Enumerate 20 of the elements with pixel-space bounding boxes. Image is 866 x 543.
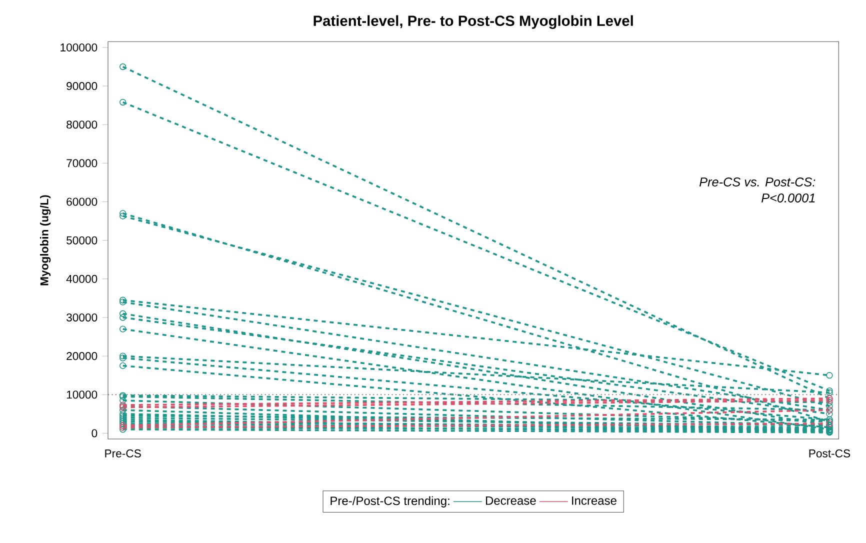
y-axis-title: Myoglobin (ug/L)	[40, 195, 51, 286]
x-tick-label: Pre-CS	[105, 449, 141, 458]
y-tick-label: 80000	[66, 120, 98, 129]
legend-label: Increase	[572, 496, 616, 505]
y-tick-label: 70000	[66, 159, 98, 168]
chart-title: Patient-level, Pre- to Post-CS Myoglobin Level	[314, 15, 633, 29]
y-tick-label: 100000	[60, 43, 98, 52]
legend-title: Pre-/Post-CS trending:	[330, 496, 450, 508]
y-tick-label: 30000	[66, 313, 98, 322]
legend-label: Decrease	[486, 496, 536, 505]
y-tick-label: 0	[92, 429, 98, 438]
y-tick-label: 20000	[66, 352, 98, 360]
x-tick-label: Post-CS	[809, 449, 850, 458]
y-tick-label: 90000	[66, 82, 98, 90]
annotation: Pre-CS vs. Post-CS:	[700, 177, 816, 186]
y-tick-label: 50000	[66, 236, 98, 244]
y-tick-label: 60000	[66, 198, 98, 206]
y-tick-label: 10000	[66, 390, 98, 399]
y-tick-label: 40000	[66, 274, 98, 283]
annotation: P<0.0001	[762, 193, 815, 202]
